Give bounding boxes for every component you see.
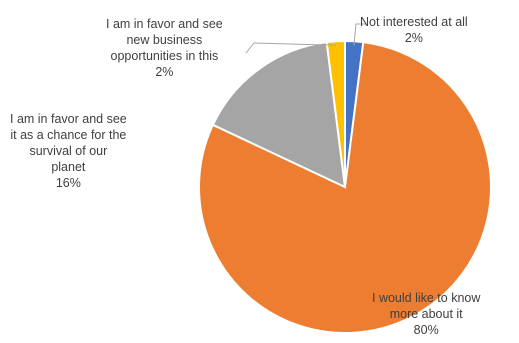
label-percent: 2% <box>155 65 174 79</box>
label-line: planet <box>51 160 86 174</box>
label-line: new business <box>126 33 203 47</box>
leader-line-not-interested <box>353 23 366 46</box>
label-percent: 16% <box>55 176 81 190</box>
data-label-know-more: I would like to know more about it 80% <box>372 290 480 338</box>
label-percent: 2% <box>404 31 423 45</box>
label-line: more about it <box>389 307 463 321</box>
leader-line-business <box>245 42 337 54</box>
data-label-business: I am in favor and see new business oppor… <box>106 16 223 80</box>
pie-slice-business <box>325 39 346 188</box>
data-label-survival: I am in favor and see it as a chance for… <box>10 111 127 191</box>
label-line: I am in favor and see <box>106 17 223 31</box>
label-line: Not interested at all <box>360 15 468 29</box>
label-line: it as a chance for the <box>10 128 127 142</box>
label-line: survival of our <box>29 144 108 158</box>
label-line: I would like to know <box>372 291 481 305</box>
label-line: I am in favor and see <box>10 112 127 126</box>
data-label-not-interested: Not interested at all 2% <box>360 14 468 46</box>
label-percent: 80% <box>413 323 439 337</box>
pie-slice-survival <box>211 41 347 189</box>
label-line: opportunities in this <box>110 49 219 63</box>
